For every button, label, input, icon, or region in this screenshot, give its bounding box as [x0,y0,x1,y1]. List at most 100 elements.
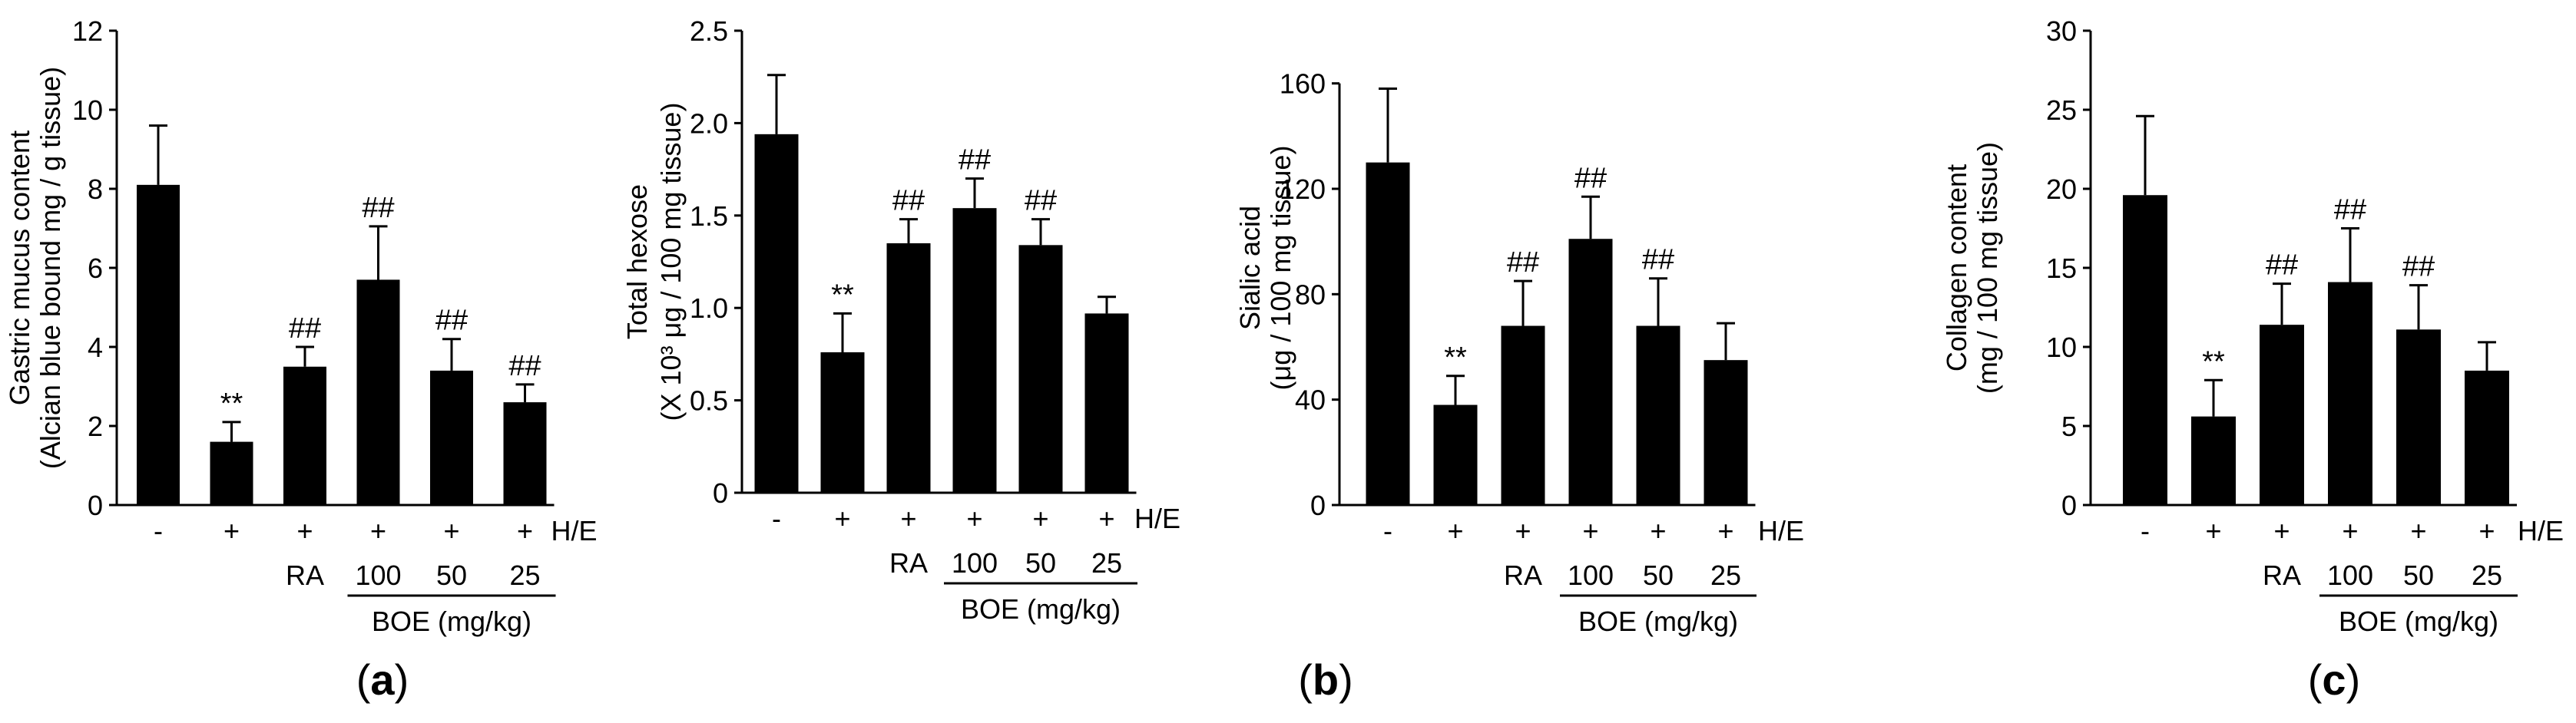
group-label-5: 25 [1710,560,1741,591]
y-axis-title: Sialic acid [1234,206,1266,330]
bar-0 [137,184,180,505]
condition-1: + [223,515,240,546]
panel-label-c: (c) [2308,655,2360,704]
y-tick-label: 2.5 [690,15,728,47]
group-label-3: 100 [355,560,401,591]
panel-label-a: (a) [356,655,409,704]
y-tick-label: 0 [88,490,103,521]
significance-mark-1: ** [1444,342,1467,374]
group-label-5: 25 [509,560,540,591]
y-tick-label: 15 [2046,253,2077,284]
group-label-4: 50 [1643,560,1674,591]
group-label-2: RA [1504,560,1542,591]
significance-mark-4: ## [2402,251,2435,283]
bar-1 [2191,416,2236,505]
y-tick-label: 12 [72,15,103,47]
bar-5 [1704,360,1748,505]
condition-0: - [2141,515,2150,546]
condition-3: + [370,515,386,546]
y-axis-title: Collagen content [1941,164,1972,371]
panel-label-close: ) [2346,655,2361,704]
y-tick-label: 1.5 [690,200,728,232]
panel-label-close: ) [395,655,409,704]
significance-mark-4: ## [1025,185,1057,217]
condition-4: + [2410,515,2426,546]
bar-4 [2396,329,2441,505]
group-label-2: RA [2263,560,2301,591]
bar-5 [503,402,547,505]
condition-2: + [296,515,313,546]
bar-4 [430,370,473,505]
condition-5: + [2478,515,2495,546]
condition-label: H/E [1758,515,1804,546]
y-tick-label: 160 [1280,68,1326,100]
significance-mark-3: ## [2334,194,2366,226]
bar-3 [356,279,400,505]
condition-1: + [834,503,850,534]
group-label-4: 50 [436,560,467,591]
bar-0 [2123,195,2167,506]
condition-5: + [1717,515,1733,546]
panel-label-close: ) [1339,655,1353,704]
bar-4 [1636,325,1680,505]
y-axis-subtitle: (μg / 100 mg tissue) [1265,146,1296,391]
group-label-3: 100 [952,547,998,579]
y-tick-label: 0 [713,477,728,509]
significance-mark-2: ## [2266,249,2298,282]
bar-3 [952,208,997,493]
panel-label-open: ( [1298,655,1313,704]
condition-3: + [2342,515,2358,546]
group-label-2: RA [286,560,324,591]
y-tick-label: 0.5 [690,385,728,417]
panel-label-letter: c [2322,655,2346,704]
group-label-4: 50 [1025,547,1056,579]
group-label-4: 50 [2403,560,2434,591]
significance-mark-2: ## [289,312,321,345]
condition-3: + [966,503,982,534]
condition-4: + [1032,503,1048,534]
condition-4: + [1650,515,1666,546]
y-axis-title: Total hexose [621,184,653,339]
group-label-3: 100 [2327,560,2373,591]
bar-2 [886,243,931,493]
bar-3 [2328,282,2372,505]
y-tick-label: 4 [88,332,103,363]
boe-label: BOE (mg/kg) [2339,606,2498,637]
bar-4 [1018,245,1063,493]
group-label-3: 100 [1568,560,1614,591]
significance-mark-1: ** [2202,345,2225,378]
panel-label-open: ( [2308,655,2323,704]
significance-mark-4: ## [435,305,468,337]
y-tick-label: 80 [1295,279,1326,310]
y-tick-label: 25 [2046,94,2077,126]
y-axis-subtitle: (Alcian blue bound mg / g tissue) [35,67,66,469]
condition-5: + [1098,503,1114,534]
bar-2 [2260,325,2304,505]
chart-panel-c: 0 40 80 120 160 Sialic acid (μg / 100 mg tissu… [1234,68,1804,637]
y-tick-label: 0 [2061,490,2077,521]
condition-3: + [1582,515,1598,546]
bar-2 [1501,325,1545,505]
significance-mark-3: ## [1574,162,1607,194]
panel-label-open: ( [356,655,371,704]
chart-panel-a: 0 2 4 6 8 10 12 Gastric mucus content (Alcian bl… [4,15,598,637]
y-tick-label: 40 [1295,385,1326,416]
bar-1 [210,441,253,505]
significance-mark-4: ## [1642,244,1674,276]
y-tick-label: 20 [2046,173,2077,205]
bar-1 [820,352,865,493]
boe-label: BOE (mg/kg) [372,606,531,637]
y-tick-label: 8 [88,173,103,205]
chart-panel-b: 0 0.5 1.0 1.5 2.0 2.5 Total hexose (X 10³ μg / … [621,15,1180,625]
condition-2: + [2273,515,2290,546]
bar-3 [1568,239,1613,505]
condition-1: + [1447,515,1463,546]
y-tick-label: 0 [1310,490,1326,521]
group-label-5: 25 [2472,560,2502,591]
panel-label-letter: a [370,655,395,704]
significance-mark-2: ## [1507,246,1539,279]
condition-0: - [1383,515,1392,546]
chart-panel-d: 0 5 10 15 20 25 30 Collagen content (mg / 100 mg… [1941,15,2564,637]
y-tick-label: 1.0 [690,292,728,324]
